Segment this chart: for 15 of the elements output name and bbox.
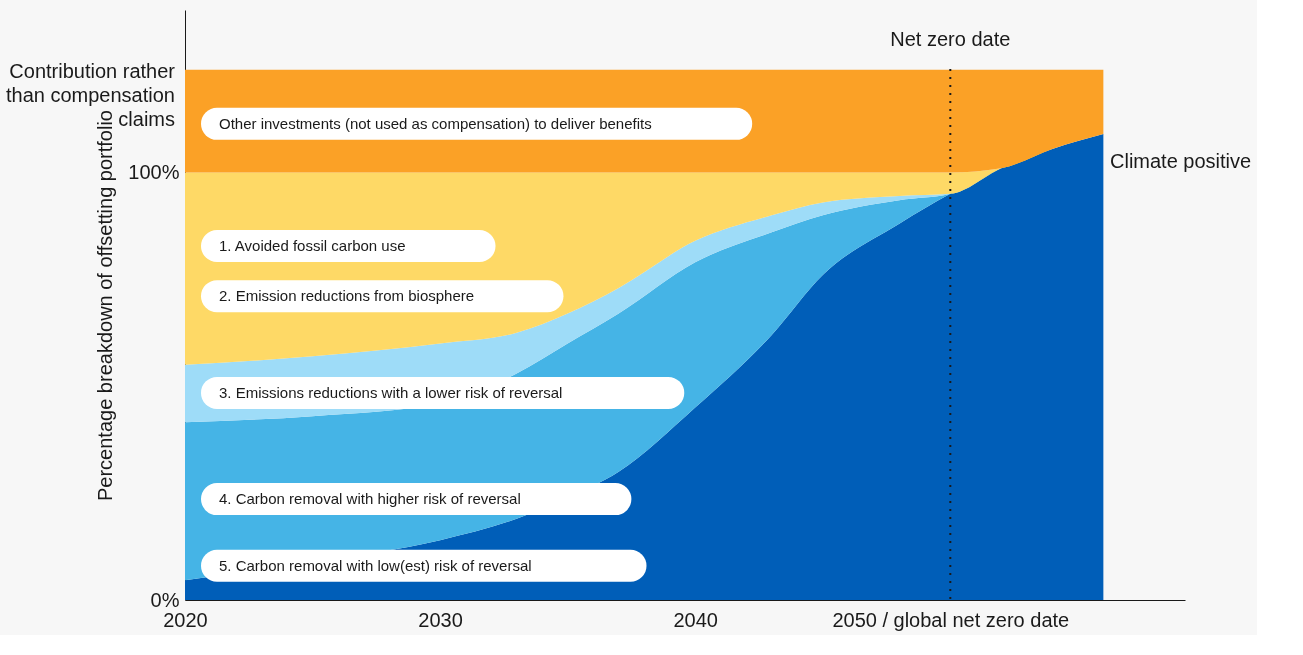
annotation: Other investments (not used as compensation) to deliver benefits (219, 114, 652, 132)
x-tick-label: 2020 (163, 608, 208, 631)
annotation: Climate positive (1110, 150, 1252, 173)
y-axis-title: Percentage breakdown of offsetting portfolio (94, 110, 117, 501)
annotation: 5. Carbon removal with low(est) risk of reversal (219, 556, 532, 574)
annotation: 1. Avoided fossil carbon use (219, 237, 406, 254)
annotation: 4. Carbon removal with higher risk of reversal (219, 490, 521, 508)
annotation: 2. Emission reductions from biosphere (219, 287, 475, 305)
y-tick-label: 0% (150, 588, 180, 611)
annotation: 3. Emissions reductions with a lower risk of reversal (219, 383, 563, 401)
ref-line-label: Net zero date (890, 27, 1011, 50)
y-tick-label: 100% (128, 160, 180, 183)
x-tick-label: 2050 / global net zero date (832, 608, 1070, 631)
x-tick-label: 2040 (673, 608, 718, 631)
x-tick-label: 2030 (418, 608, 463, 631)
